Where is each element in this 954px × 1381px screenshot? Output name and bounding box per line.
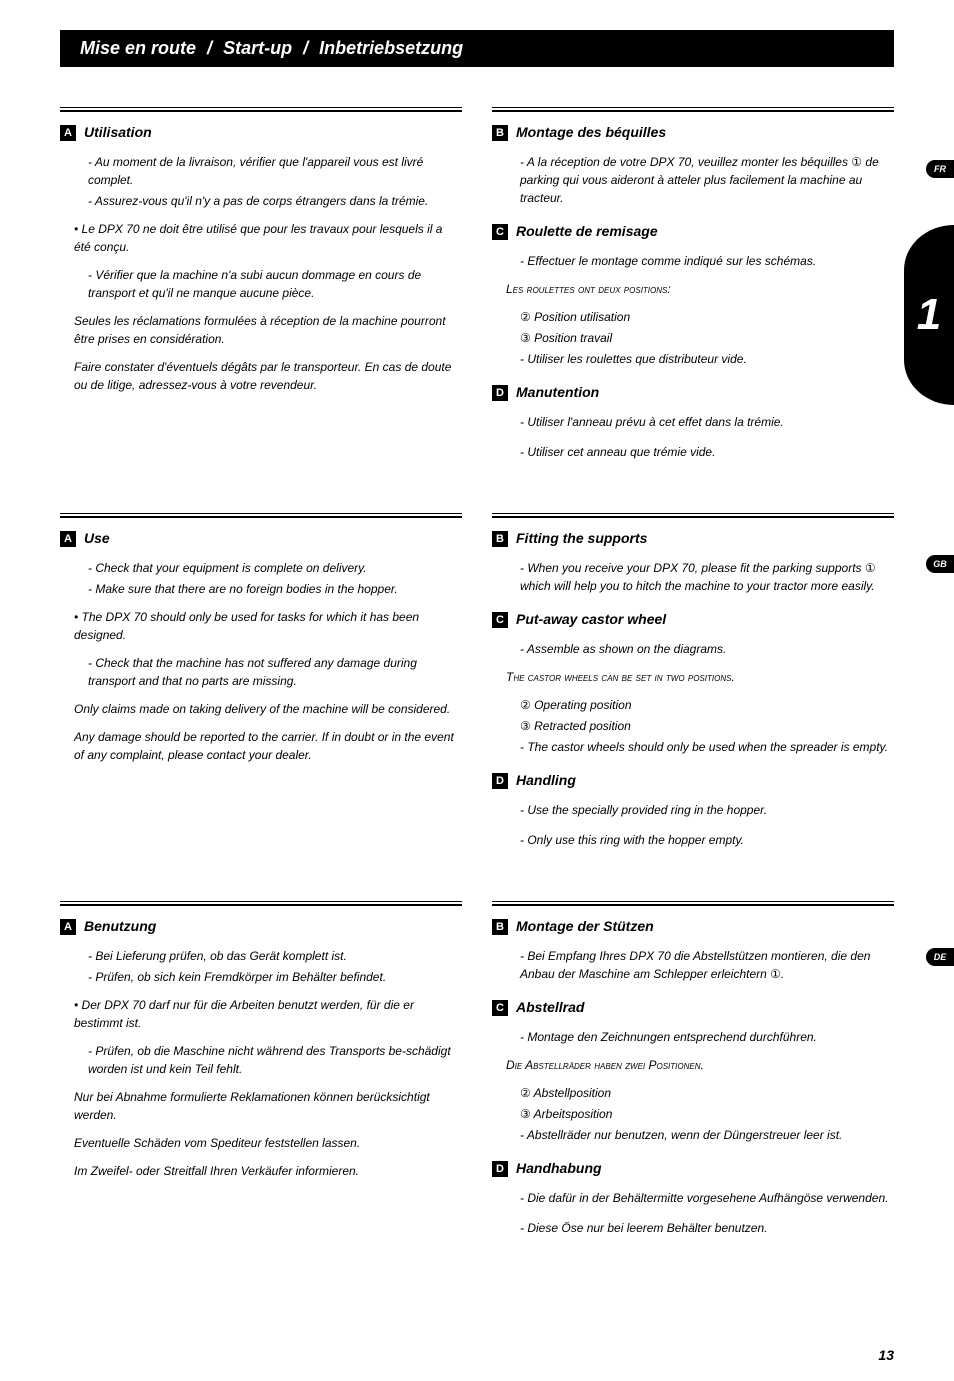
page-header: Mise en route / Start-up / Inbetriebsetz… [60, 30, 894, 67]
de-c-pos: ③ Arbeitsposition [520, 1105, 894, 1123]
de-b-title: Montage der Stützen [516, 916, 654, 937]
gb-a-item: Check that the machine has not suffered … [88, 654, 462, 690]
chapter-tab: 1 [904, 225, 954, 405]
lang-tab-fr: FR [926, 160, 954, 178]
german-section: A Benutzung Bei Lieferung prüfen, ob das… [0, 901, 954, 1271]
gb-a-para: Any damage should be reported to the car… [60, 728, 462, 764]
badge-d-icon: D [492, 773, 508, 789]
badge-d-icon: D [492, 385, 508, 401]
fr-a-title: Utilisation [84, 122, 152, 143]
de-left-col: A Benutzung Bei Lieferung prüfen, ob das… [60, 901, 462, 1251]
de-right-col: B Montage der Stützen Bei Empfang Ihres … [492, 901, 894, 1251]
gb-left-col: A Use Check that your equipment is compl… [60, 513, 462, 863]
de-a-item: Prüfen, ob die Maschine nicht während de… [88, 1042, 462, 1078]
de-b-item: Bei Empfang Ihres DPX 70 die Abstellstüt… [520, 947, 894, 983]
de-a-item: Prüfen, ob sich kein Fremdkörper im Behä… [88, 968, 462, 986]
rule [492, 513, 894, 518]
gb-a-item: Make sure that there are no foreign bodi… [88, 580, 462, 598]
badge-c-icon: C [492, 612, 508, 628]
lang-tab-de: DE [926, 948, 954, 966]
fr-d-title: Manutention [516, 382, 599, 403]
de-d-title: Handhabung [516, 1158, 602, 1179]
gb-d-title: Handling [516, 770, 576, 791]
gb-c-item: Assemble as shown on the diagrams. [520, 640, 894, 658]
fr-c-title: Roulette de remisage [516, 221, 658, 242]
fr-d-item: Utiliser cet anneau que trémie vide. [520, 443, 894, 461]
rule [60, 107, 462, 112]
badge-a-icon: A [60, 125, 76, 141]
de-a-title: Benutzung [84, 916, 156, 937]
fr-right-col: B Montage des béquilles A la réception d… [492, 107, 894, 475]
de-d-item: Die dafür in der Behältermitte vorgesehe… [520, 1189, 894, 1207]
gb-b-title: Fitting the supports [516, 528, 647, 549]
lang-tab-gb: GB [926, 555, 954, 573]
badge-c-icon: C [492, 224, 508, 240]
badge-c-icon: C [492, 1000, 508, 1016]
de-c-title: Abstellrad [516, 997, 584, 1018]
rule [492, 107, 894, 112]
de-c-item: Abstellräder nur benutzen, wenn der Düng… [520, 1126, 894, 1144]
fr-a-bullet: Le DPX 70 ne doit être utilisé que pour … [74, 220, 462, 256]
header-sep-2: / [303, 38, 308, 58]
english-section: A Use Check that your equipment is compl… [0, 513, 954, 883]
fr-c-pos: ② Position utilisation [520, 308, 894, 326]
gb-b-item: When you receive your DPX 70, please fit… [520, 559, 894, 595]
fr-a-para: Faire constater d'éventuels dégâts par l… [60, 358, 462, 394]
de-a-para: Nur bei Abnahme formulierte Reklamatione… [60, 1088, 462, 1124]
fr-a-item: Assurez-vous qu'il n'y a pas de corps ét… [88, 192, 462, 210]
badge-b-icon: B [492, 531, 508, 547]
de-a-bullet: Der DPX 70 darf nur für die Arbeiten ben… [74, 996, 462, 1032]
de-c-caption: Die Abstellräder haben zwei Positionen. [492, 1056, 894, 1074]
badge-d-icon: D [492, 1161, 508, 1177]
header-de: Inbetriebsetzung [319, 38, 463, 58]
de-a-para: Im Zweifel- oder Streitfall Ihren Verkäu… [60, 1162, 462, 1180]
gb-a-title: Use [84, 528, 110, 549]
french-section: A Utilisation Au moment de la livraison,… [0, 67, 954, 495]
de-d-item: Diese Öse nur bei leerem Behälter benutz… [520, 1219, 894, 1237]
gb-c-item: The castor wheels should only be used wh… [520, 738, 894, 756]
de-c-pos: ② Abstellposition [520, 1084, 894, 1102]
header-sep-1: / [207, 38, 212, 58]
fr-left-col: A Utilisation Au moment de la livraison,… [60, 107, 462, 475]
rule [60, 513, 462, 518]
badge-a-icon: A [60, 919, 76, 935]
fr-c-caption: Les roulettes ont deux positions: [492, 280, 894, 298]
header-en: Start-up [223, 38, 292, 58]
de-c-item: Montage den Zeichnungen entsprechend dur… [520, 1028, 894, 1046]
rule [492, 901, 894, 906]
gb-c-caption: The castor wheels can be set in two posi… [492, 668, 894, 686]
fr-a-item: Au moment de la livraison, vérifier que … [88, 153, 462, 189]
badge-b-icon: B [492, 125, 508, 141]
gb-a-item: Check that your equipment is complete on… [88, 559, 462, 577]
fr-c-item: Utiliser les roulettes que distributeur … [520, 350, 894, 368]
fr-d-item: Utiliser l'anneau prévu à cet effet dans… [520, 413, 894, 431]
de-a-item: Bei Lieferung prüfen, ob das Gerät kompl… [88, 947, 462, 965]
gb-c-title: Put-away castor wheel [516, 609, 666, 630]
gb-c-pos: ③ Retracted position [520, 717, 894, 735]
page-number: 13 [878, 1347, 894, 1363]
badge-b-icon: B [492, 919, 508, 935]
fr-c-item: Effectuer le montage comme indiqué sur l… [520, 252, 894, 270]
fr-a-para: Seules les réclamations formulées à réce… [60, 312, 462, 348]
de-a-para: Eventuelle Schäden vom Spediteur festste… [60, 1134, 462, 1152]
gb-c-pos: ② Operating position [520, 696, 894, 714]
fr-b-item: A la réception de votre DPX 70, veuillez… [520, 153, 894, 207]
gb-right-col: B Fitting the supports When you receive … [492, 513, 894, 863]
fr-c-pos: ③ Position travail [520, 329, 894, 347]
header-fr: Mise en route [80, 38, 196, 58]
fr-a-item: Vérifier que la machine n'a subi aucun d… [88, 266, 462, 302]
fr-b-title: Montage des béquilles [516, 122, 666, 143]
badge-a-icon: A [60, 531, 76, 547]
gb-a-para: Only claims made on taking delivery of t… [60, 700, 462, 718]
rule [60, 901, 462, 906]
gb-d-item: Only use this ring with the hopper empty… [520, 831, 894, 849]
gb-a-bullet: The DPX 70 should only be used for tasks… [74, 608, 462, 644]
gb-d-item: Use the specially provided ring in the h… [520, 801, 894, 819]
